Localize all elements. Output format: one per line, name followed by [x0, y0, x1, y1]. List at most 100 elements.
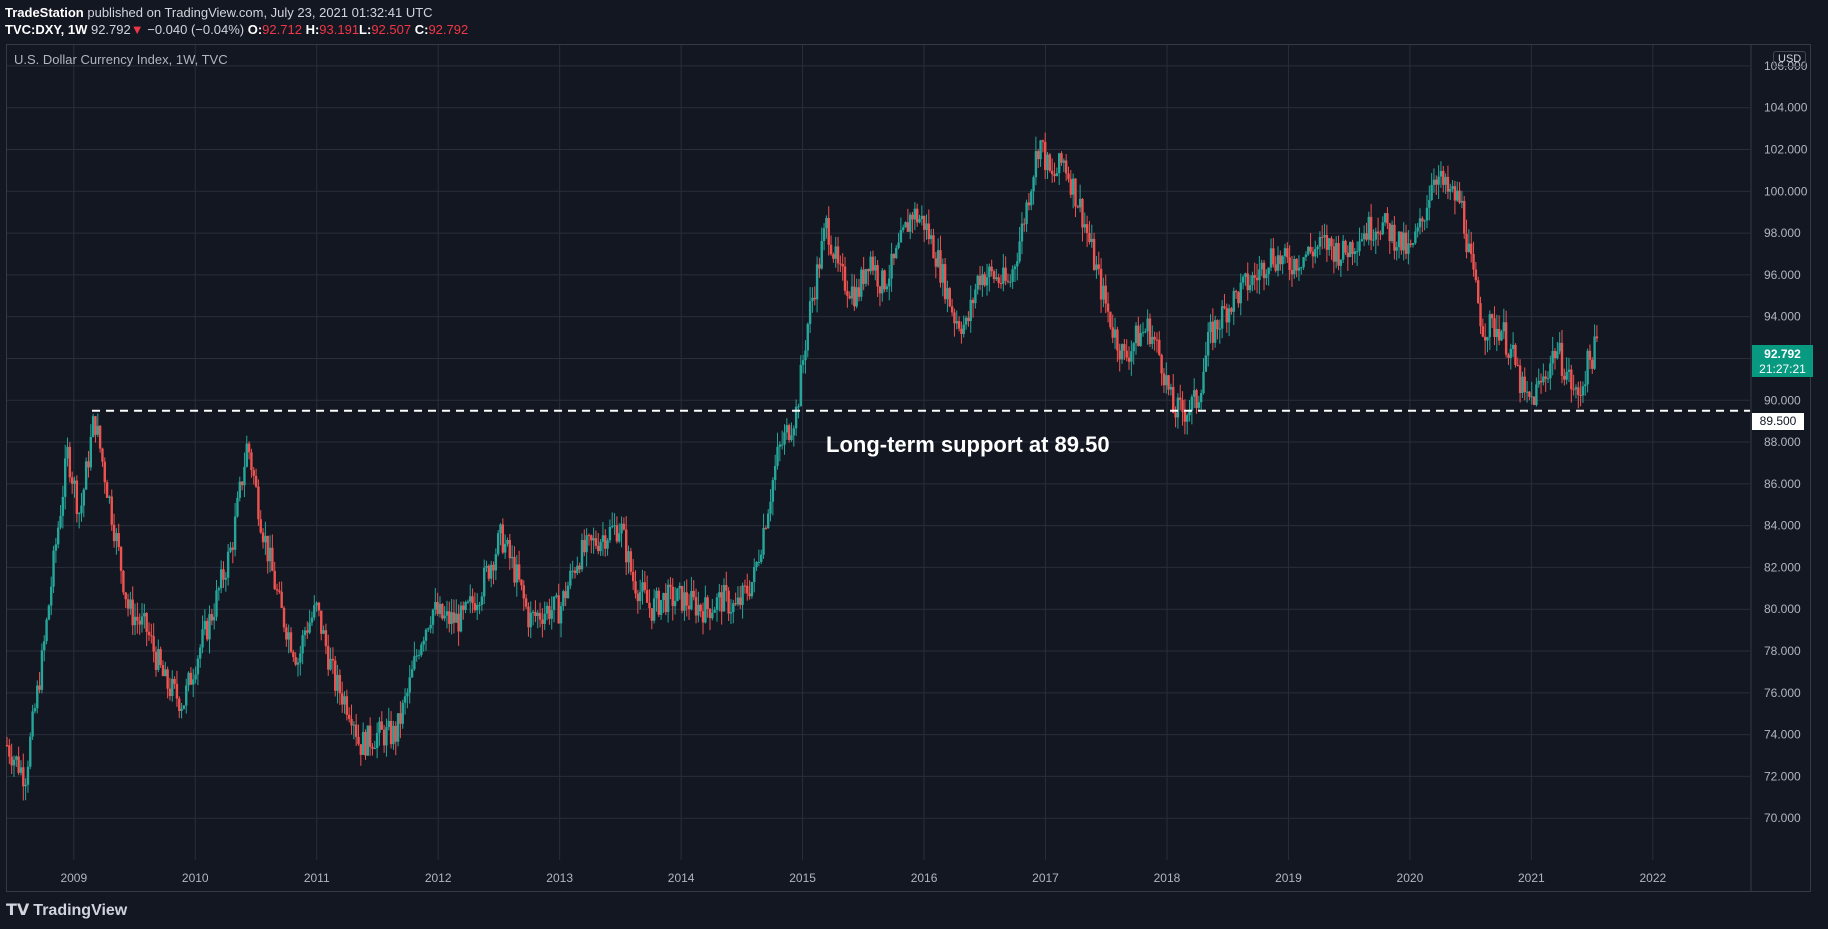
candle-body [1411, 243, 1415, 245]
candle-body [513, 556, 516, 583]
candle-body [925, 223, 928, 230]
candle-body [1225, 308, 1228, 323]
candle-body [701, 611, 705, 623]
candle-body [1199, 393, 1203, 403]
candle-body [508, 540, 512, 559]
candle-body [215, 590, 218, 617]
candle-body [1125, 350, 1128, 358]
y-tick-label: 104.000 [1764, 101, 1808, 115]
candle-body [199, 647, 202, 659]
tradingview-logo[interactable]: TV TradingView [6, 900, 127, 920]
candle-body [736, 597, 740, 605]
candle-body [650, 608, 654, 621]
candle-body [66, 446, 69, 459]
candle-body [883, 270, 886, 290]
candle-body [1309, 246, 1312, 252]
candle-body [808, 301, 812, 324]
candle-body [261, 532, 265, 543]
candle-body [1281, 256, 1284, 265]
candle-body [783, 432, 786, 445]
candle-body [180, 708, 183, 711]
candle-body [399, 713, 402, 724]
y-tick-label: 76.000 [1764, 686, 1801, 700]
candle-body [1332, 246, 1336, 262]
candle-body [818, 264, 821, 269]
candle-body [1253, 275, 1256, 278]
candle-body [1574, 387, 1578, 390]
y-tick-label: 96.000 [1764, 268, 1801, 282]
candle-body [108, 496, 111, 498]
candle-body [466, 601, 470, 603]
candle-body [615, 525, 619, 542]
candle-body [489, 564, 493, 579]
candle-body [54, 544, 58, 551]
candle-body [1134, 325, 1138, 344]
candle-body [957, 321, 961, 329]
candle-body [960, 328, 963, 334]
candle-body [75, 480, 79, 514]
candle-body [1458, 190, 1461, 203]
currency-badge[interactable]: USD [1773, 51, 1807, 67]
candle-body [1120, 344, 1124, 360]
candle-body [853, 286, 856, 307]
x-tick-label: 2015 [789, 871, 816, 885]
candle-body [1255, 277, 1259, 281]
candle-body [70, 477, 74, 484]
candle-body [1516, 364, 1519, 366]
candle-body [1402, 232, 1405, 251]
candle-body [1039, 140, 1042, 160]
candle-body [1220, 306, 1224, 329]
candle-body [1432, 179, 1436, 185]
candle-body [520, 579, 523, 586]
candle-body [990, 266, 993, 272]
candle-body [217, 588, 221, 591]
candle-body [1144, 331, 1147, 333]
candle-body [1504, 322, 1508, 355]
candle-body [638, 591, 642, 602]
candle-body [459, 605, 463, 632]
candle-body [334, 660, 337, 691]
candle-body [422, 640, 425, 645]
candle-body [389, 720, 393, 745]
candle-body [822, 228, 826, 242]
candle-body [1567, 369, 1571, 372]
candle-body [780, 444, 784, 446]
candle-body [115, 533, 118, 542]
candle-body [934, 258, 938, 267]
candle-body [496, 533, 500, 555]
candle-body [464, 602, 467, 610]
candle-body [347, 714, 351, 719]
candle-body [140, 616, 144, 625]
candle-body [753, 567, 756, 583]
candle-body [583, 539, 586, 553]
candle-body [80, 505, 83, 514]
candle-body [1451, 186, 1454, 189]
candle-body [918, 219, 921, 223]
candle-body [17, 756, 20, 773]
candle-body [1130, 351, 1133, 362]
candle-body [233, 516, 237, 550]
candle-body [1539, 380, 1543, 383]
candle-body [815, 264, 819, 300]
candle-body [662, 593, 665, 601]
candle-body [1165, 375, 1168, 386]
candle-body [1153, 336, 1156, 340]
candle-body [524, 598, 528, 607]
candle-body [932, 235, 935, 259]
candle-body [438, 603, 442, 614]
y-tick-label: 80.000 [1764, 602, 1801, 616]
candle-body [755, 562, 758, 568]
candle-body [478, 604, 481, 606]
candle-body [1216, 320, 1219, 330]
candle-body [1085, 224, 1089, 234]
author-name[interactable]: TradeStation [5, 5, 84, 20]
candle-body [711, 612, 714, 619]
candle-body [1246, 273, 1249, 291]
candle-body [1323, 235, 1326, 238]
candle-body [1388, 223, 1391, 242]
candle-body [1358, 241, 1361, 252]
candle-body [627, 551, 630, 563]
candle-body [1302, 257, 1305, 268]
candle-body [1027, 202, 1031, 206]
